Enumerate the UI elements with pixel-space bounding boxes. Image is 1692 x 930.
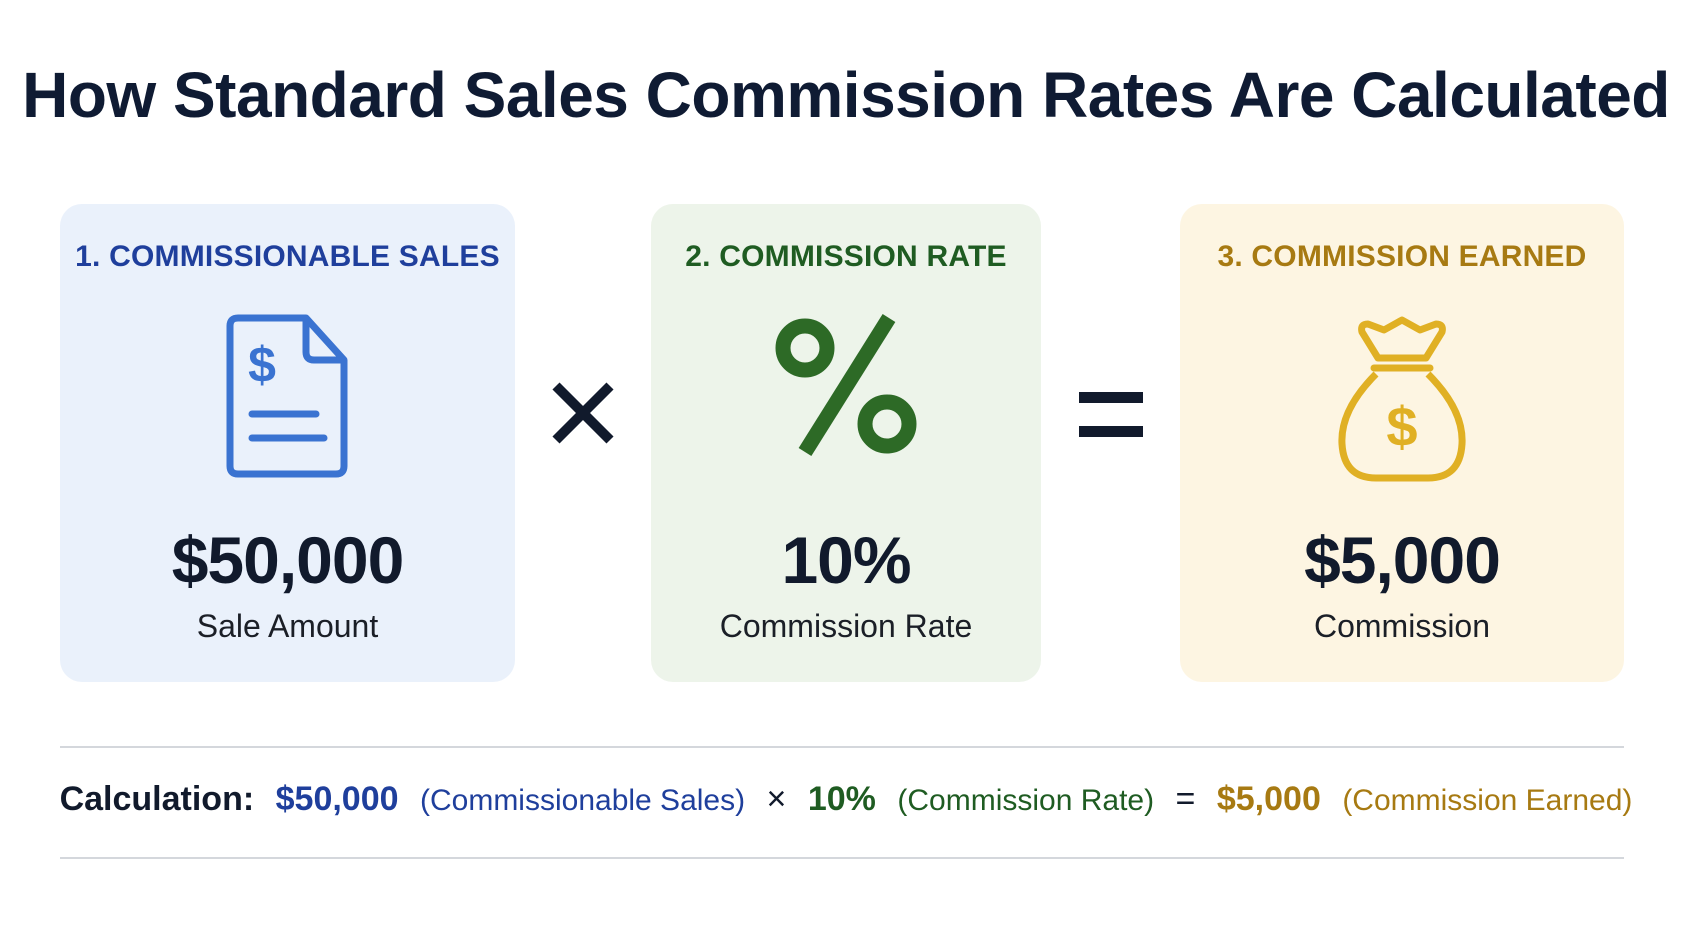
calculation-label: Calculation: <box>59 780 255 818</box>
percent-icon <box>771 312 921 467</box>
calc-times-symbol: × <box>766 780 787 818</box>
page-title: How Standard Sales Commission Rates Are … <box>22 59 1670 131</box>
calc-rate-note: (Commission Rate) <box>897 784 1155 817</box>
calc-sales-value: $50,000 <box>275 780 399 818</box>
document-dollar-icon: $ <box>224 312 352 485</box>
card-commission-earned: 3. COMMISSION EARNED $ $5,000 Commission <box>1180 204 1624 682</box>
svg-text:$: $ <box>1386 395 1417 458</box>
calc-sales-note: (Commissionable Sales) <box>419 784 746 817</box>
multiply-operator-icon <box>548 378 618 453</box>
calc-equals-symbol: = <box>1175 780 1196 818</box>
card-commission-rate: 2. COMMISSION RATE 10% Commission Rate <box>651 204 1041 682</box>
equals-operator-icon <box>1077 390 1145 445</box>
card-commissionable-sales: 1. COMMISSIONABLE SALES $ $50,000 Sale A… <box>60 204 515 682</box>
calc-rate-value: 10% <box>807 780 876 818</box>
card-heading: 1. COMMISSIONABLE SALES <box>75 240 500 273</box>
money-bag-icon: $ <box>1332 312 1472 493</box>
calc-earned-value: $5,000 <box>1216 780 1321 818</box>
commission-caption: Commission <box>1313 608 1491 644</box>
commission-value: $5,000 <box>1304 523 1501 597</box>
calculation-summary: Calculation: $50,000 (Commissionable Sal… <box>0 780 1692 819</box>
commission-rate-value: 10% <box>781 523 911 597</box>
sale-amount-caption: Sale Amount <box>196 608 379 644</box>
commission-rate-caption: Commission Rate <box>719 608 973 644</box>
calc-earned-note: (Commission Earned) <box>1342 784 1633 817</box>
divider-top <box>60 746 1624 748</box>
divider-bottom <box>60 857 1624 859</box>
sale-amount-value: $50,000 <box>171 523 405 597</box>
card-heading: 2. COMMISSION RATE <box>685 240 1007 273</box>
card-heading: 3. COMMISSION EARNED <box>1217 240 1587 273</box>
svg-text:$: $ <box>248 337 276 393</box>
